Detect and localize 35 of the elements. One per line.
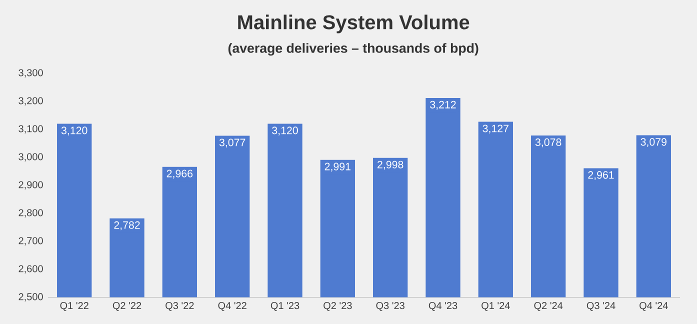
- x-tick-label: Q2 '23: [324, 302, 352, 311]
- y-tick-label: 3,100: [18, 125, 43, 134]
- data-label: 3,127: [482, 124, 508, 134]
- x-tick-label: Q1 '24: [482, 302, 510, 311]
- x-tick-label: Q1 '22: [60, 302, 88, 311]
- x-tick-label: Q4 '23: [428, 302, 458, 311]
- x-tick-label: Q2 '22: [112, 302, 142, 311]
- data-label: 3,077: [219, 138, 246, 148]
- chart-title: Mainline System Volume: [238, 14, 470, 34]
- y-tick-label: 2,700: [18, 237, 43, 246]
- y-tick-label: 3,300: [18, 69, 43, 78]
- x-tick-label: Q3 '23: [376, 302, 404, 311]
- data-label: 2,991: [324, 162, 350, 172]
- x-tick-label: Q2 '24: [534, 302, 563, 311]
- data-label: 2,782: [114, 221, 140, 230]
- data-label: 3,212: [430, 100, 456, 110]
- y-tick-label: 3,200: [18, 97, 43, 106]
- x-tick-label: Q3 '24: [586, 302, 616, 311]
- x-tick-label: Q4 '22: [218, 302, 246, 311]
- y-tick-label: 2,800: [18, 209, 43, 218]
- x-tick-label: Q4 '24: [640, 302, 668, 311]
- y-tick-label: 2,600: [18, 265, 43, 274]
- x-tick-label: Q1 '23: [270, 302, 300, 311]
- data-label: 3,120: [61, 126, 88, 136]
- data-label: 2,998: [378, 160, 404, 170]
- data-label: 2,961: [588, 171, 614, 180]
- chart-subtitle: (average deliveries – thousands of bpd): [228, 43, 478, 56]
- data-label: 3,079: [640, 138, 666, 147]
- data-label: 2,966: [166, 170, 193, 179]
- y-tick-label: 3,000: [18, 153, 43, 162]
- data-label: 3,120: [272, 126, 298, 136]
- y-tick-label: 2,900: [18, 181, 43, 190]
- x-tick-label: Q3 '22: [166, 302, 194, 311]
- data-label: 3,078: [535, 138, 562, 148]
- y-tick-label: 2,500: [18, 293, 43, 302]
